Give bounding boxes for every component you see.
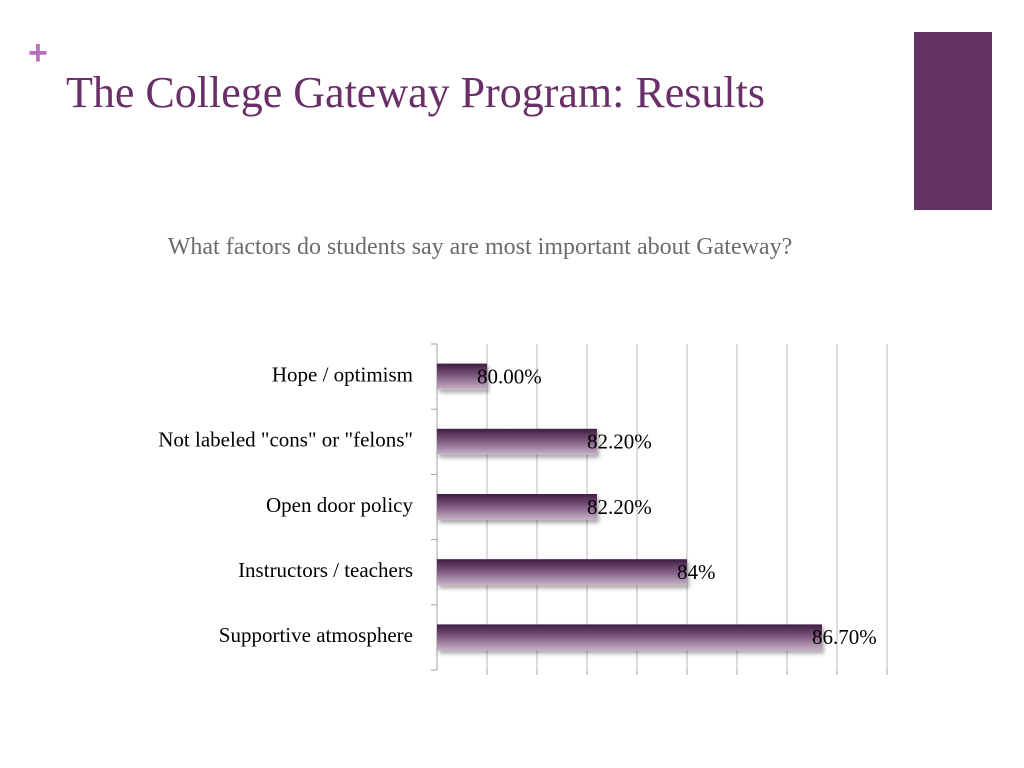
plus-icon: + [28,34,48,72]
data-label: 82.20% [587,430,652,454]
data-label: 80.00% [477,364,542,388]
category-label: Supportive atmosphere [219,623,413,647]
data-label: 82.20% [587,495,652,519]
bar [437,494,597,520]
bar [437,559,687,586]
data-label: 84% [677,560,716,584]
accent-block [914,32,992,210]
bar [437,363,487,390]
chart-title: What factors do students say are most im… [167,234,793,260]
category-label: Open door policy [266,493,413,517]
bar [437,624,822,651]
category-label: Instructors / teachers [238,558,413,582]
data-label: 86.70% [812,625,877,649]
slide-title: The College Gateway Program: Results [66,68,765,117]
bar [437,428,597,455]
category-label: Hope / optimism [272,362,413,386]
category-label: Not labeled "cons" or "felons" [158,428,413,452]
